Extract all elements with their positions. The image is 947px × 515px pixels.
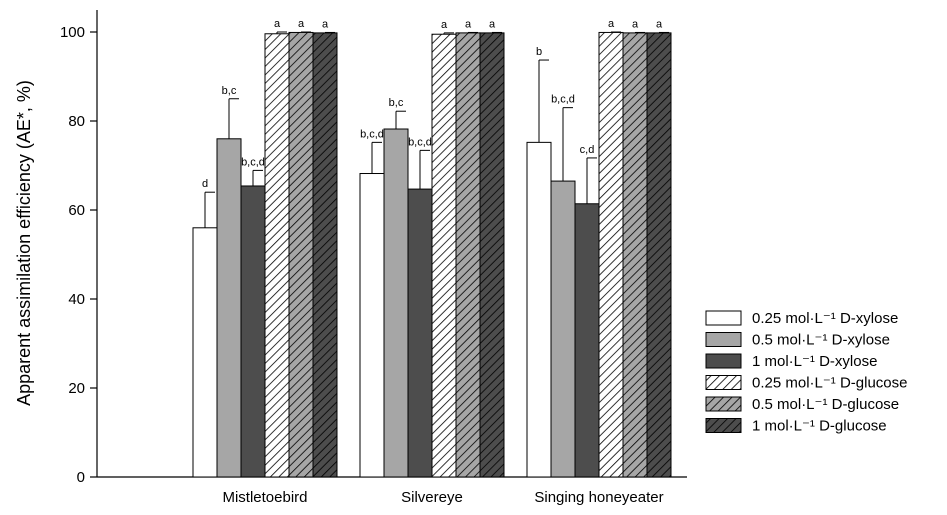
y-tick-label: 100 xyxy=(60,24,85,41)
y-tick-label: 20 xyxy=(68,380,85,397)
significance-letter: a xyxy=(608,18,615,30)
significance-letter: b,c xyxy=(222,85,237,97)
bar xyxy=(264,33,290,478)
significance-letter: a xyxy=(441,19,448,31)
x-tick-labels: Mistletoebird Silvereye Singing honeyeater xyxy=(222,489,663,506)
significance-letter: d xyxy=(202,178,208,190)
legend-swatch xyxy=(705,396,742,412)
bar xyxy=(407,188,433,478)
legend-swatch xyxy=(705,310,742,326)
x-tick-label: Mistletoebird xyxy=(222,489,307,506)
legend-label: 0.5 mol·L⁻¹ D-glucose xyxy=(752,396,899,413)
bar xyxy=(216,138,242,478)
significance-letter: c,d xyxy=(580,144,595,156)
legend-label: 1 mol·L⁻¹ D-xylose xyxy=(752,353,877,370)
y-tick-label: 40 xyxy=(68,291,85,308)
significance-letter: a xyxy=(465,18,472,30)
legend-swatch xyxy=(705,418,742,433)
significance-letter: b,c,d xyxy=(241,156,265,168)
legend: 0.25 mol·L⁻¹ D-xylose 0.5 mol·L⁻¹ D-xylos… xyxy=(705,310,907,435)
bar xyxy=(646,32,672,478)
legend-swatch xyxy=(705,332,742,347)
legend-swatch xyxy=(705,375,742,390)
significance-letter: a xyxy=(656,18,663,30)
bar xyxy=(359,173,385,478)
bar xyxy=(312,32,338,478)
legend-label: 1 mol·L⁻¹ D-glucose xyxy=(752,418,887,435)
bar xyxy=(526,141,552,478)
legend-label: 0.25 mol·L⁻¹ D-xylose xyxy=(752,310,898,327)
y-axis-label: Apparent assimilation efficiency (AE*, %… xyxy=(14,80,34,406)
x-tick-label: Silvereye xyxy=(401,489,463,506)
bar xyxy=(383,128,409,478)
bar xyxy=(598,31,624,478)
axes: 0 20 40 60 80 100 Apparent assimilation effici… xyxy=(14,10,687,486)
significance-letter: a xyxy=(274,18,281,30)
bar xyxy=(550,180,576,478)
significance-letter: b,c xyxy=(389,97,404,109)
significance-letter: a xyxy=(298,18,305,30)
legend-swatch xyxy=(705,353,742,369)
bar xyxy=(574,203,600,478)
y-tick-label: 0 xyxy=(77,469,85,486)
significance-letter: a xyxy=(322,18,329,30)
y-tick-label: 80 xyxy=(68,113,85,130)
bar xyxy=(240,185,266,478)
bar xyxy=(192,227,218,478)
bar xyxy=(288,31,314,478)
bar xyxy=(479,32,505,478)
significance-letter: b,c,d xyxy=(360,128,384,140)
significance-letter: a xyxy=(632,18,639,30)
bars: d b,c b,c,d a a a b,c,d b,c b,c,d a a a b b,c,d c,d a a a xyxy=(192,18,672,478)
legend-label: 0.5 mol·L⁻¹ D-xylose xyxy=(752,332,890,349)
bar xyxy=(455,32,481,478)
y-tick-label: 60 xyxy=(68,202,85,219)
x-tick-label: Singing honeyeater xyxy=(534,489,663,506)
significance-letter: a xyxy=(489,18,496,30)
bar xyxy=(431,33,457,478)
significance-letter: b,c,d xyxy=(551,94,575,106)
significance-letter: b xyxy=(536,46,542,58)
significance-letter: b,c,d xyxy=(408,136,432,148)
bar xyxy=(622,32,648,478)
legend-label: 0.25 mol·L⁻¹ D-glucose xyxy=(752,375,907,392)
